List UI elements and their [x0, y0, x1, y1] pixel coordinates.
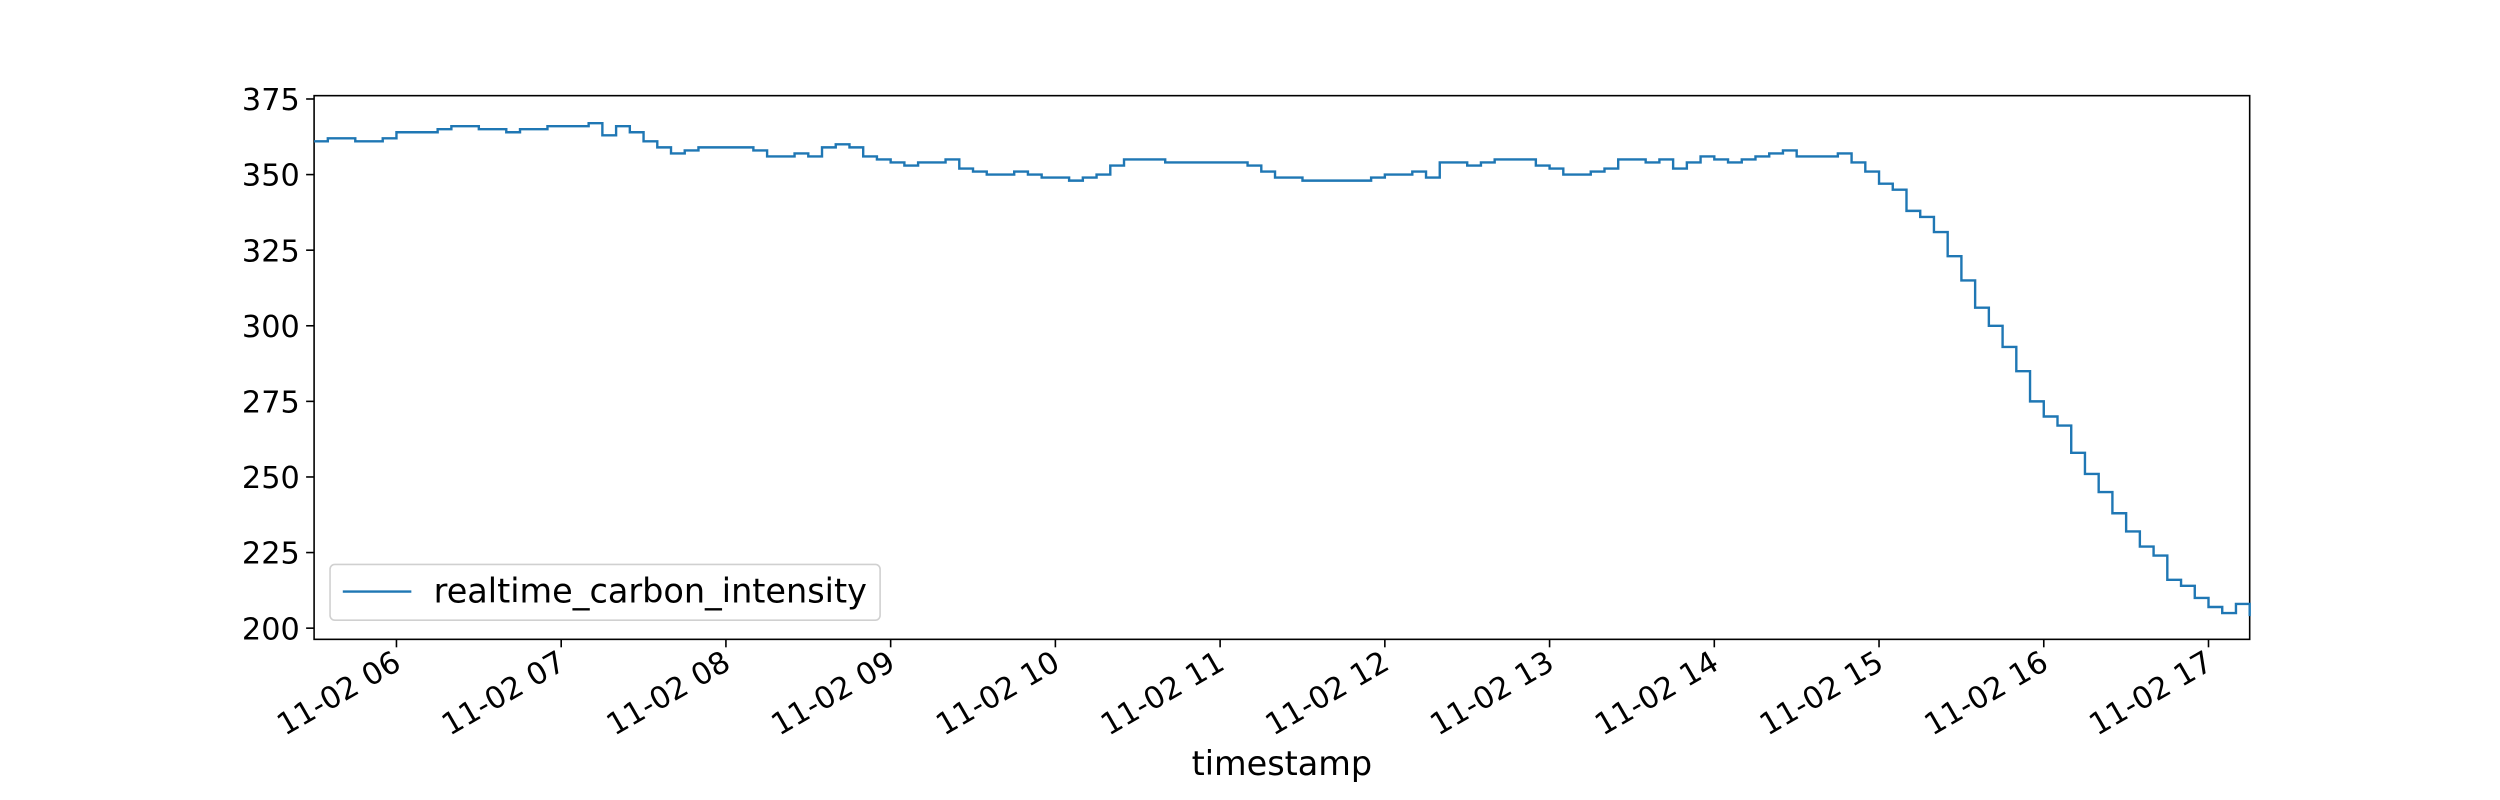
x-tick-label: 11-02 07 — [436, 645, 571, 743]
x-tick-label: 11-02 09 — [766, 645, 901, 743]
x-axis-label: timestamp — [1192, 744, 1373, 783]
y-tick-label: 200 — [242, 612, 300, 647]
legend-label: realtime_carbon_intensity — [434, 572, 867, 611]
y-tick-label: 250 — [242, 461, 300, 496]
x-tick-label: 11-02 12 — [1260, 645, 1395, 743]
x-tick-label: 11-02 10 — [930, 645, 1065, 743]
y-tick-label: 275 — [242, 386, 300, 421]
y-tick-label: 225 — [242, 537, 300, 572]
plot-area — [313, 94, 2251, 641]
x-tick-label: 11-02 16 — [1919, 645, 2054, 743]
data-line — [314, 121, 2251, 617]
x-tick-label: 11-02 17 — [2083, 645, 2218, 743]
x-tick-label: 11-02 15 — [1754, 645, 1889, 743]
y-tick-label: 300 — [242, 310, 300, 345]
y-tick-label: 325 — [242, 234, 300, 269]
x-tick-label: 11-02 11 — [1095, 645, 1230, 743]
y-tick-label: 350 — [242, 159, 300, 194]
x-tick-label: 11-02 08 — [601, 645, 736, 743]
x-tick-label: 11-02 06 — [271, 645, 406, 743]
y-tick-label: 375 — [242, 83, 300, 118]
legend-box — [329, 563, 881, 622]
x-tick-label: 11-02 13 — [1425, 645, 1560, 743]
x-tick-label: 11-02 14 — [1589, 645, 1724, 743]
